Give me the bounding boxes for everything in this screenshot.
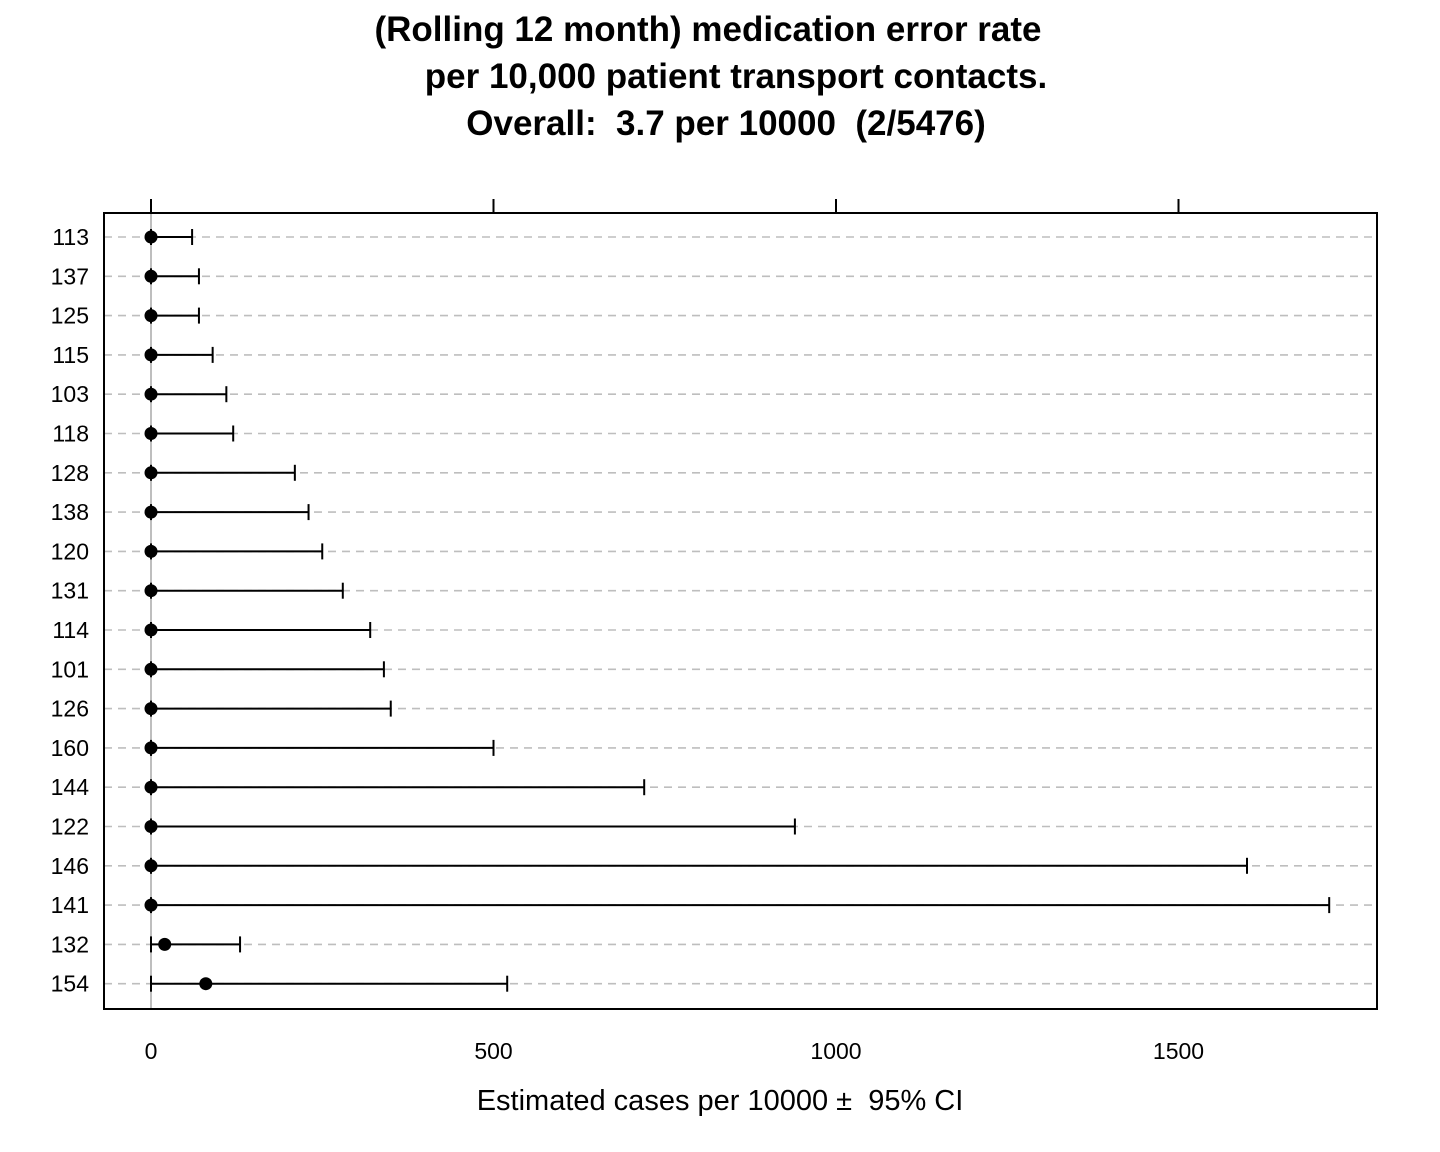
- y-tick-label-138: 138: [51, 499, 89, 525]
- point-125: [144, 309, 158, 323]
- chart-title-line-2: per 10,000 patient transport contacts.: [424, 57, 1048, 96]
- point-131: [144, 584, 158, 598]
- y-tick-label-113: 113: [52, 224, 89, 250]
- x-axis-label: Estimated cases per 10000 ± 95% CI: [476, 1085, 964, 1117]
- y-tick-label-131: 131: [51, 578, 89, 604]
- y-tick-label-118: 118: [52, 421, 89, 447]
- point-154: [199, 977, 213, 991]
- point-122: [144, 820, 158, 833]
- y-tick-label-101: 101: [51, 656, 89, 682]
- y-tick-label-141: 141: [51, 892, 89, 918]
- point-113: [144, 230, 158, 244]
- y-tick-label-114: 114: [52, 617, 89, 643]
- y-tick-label-146: 146: [51, 853, 89, 879]
- plot-frame: [103, 212, 1378, 1010]
- y-tick-label-132: 132: [51, 931, 89, 957]
- point-118: [144, 427, 158, 440]
- y-tick-label-137: 137: [51, 263, 89, 289]
- y-tick-label-126: 126: [51, 696, 89, 722]
- point-128: [144, 466, 158, 480]
- x-tick-label-0: 0: [145, 1038, 158, 1064]
- y-tick-label-103: 103: [51, 381, 89, 407]
- point-132: [158, 937, 172, 951]
- point-144: [144, 780, 158, 794]
- point-137: [144, 269, 158, 283]
- point-114: [144, 623, 158, 637]
- point-103: [144, 387, 158, 401]
- point-115: [144, 348, 158, 362]
- chart-title-line-3: Overall: 3.7 per 10000 (2/5476): [466, 104, 986, 143]
- x-tick-label-1500: 1500: [1153, 1038, 1204, 1064]
- y-tick-label-160: 160: [51, 735, 89, 761]
- y-tick-label-128: 128: [51, 460, 89, 486]
- y-tick-label-122: 122: [51, 814, 89, 840]
- y-tick-label-125: 125: [51, 303, 89, 329]
- y-tick-label-144: 144: [51, 774, 90, 800]
- y-tick-label-120: 120: [51, 538, 89, 564]
- x-tick-label-1000: 1000: [810, 1038, 861, 1064]
- point-126: [144, 702, 158, 716]
- point-146: [144, 859, 158, 873]
- chart-title-line-1: (Rolling 12 month) medication error rate: [374, 10, 1042, 49]
- y-tick-label-115: 115: [52, 342, 89, 368]
- point-101: [144, 662, 158, 676]
- y-tick-label-154: 154: [51, 971, 90, 997]
- point-160: [144, 741, 158, 755]
- point-141: [144, 898, 158, 912]
- x-tick-label-500: 500: [474, 1038, 512, 1064]
- point-120: [144, 544, 158, 558]
- point-138: [144, 505, 158, 519]
